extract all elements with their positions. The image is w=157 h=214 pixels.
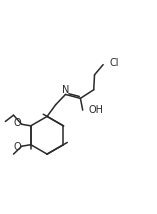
Text: Cl: Cl xyxy=(109,58,119,68)
Text: OH: OH xyxy=(89,105,104,115)
Text: O: O xyxy=(14,119,21,128)
Text: N: N xyxy=(62,85,69,95)
Text: O: O xyxy=(14,142,21,152)
